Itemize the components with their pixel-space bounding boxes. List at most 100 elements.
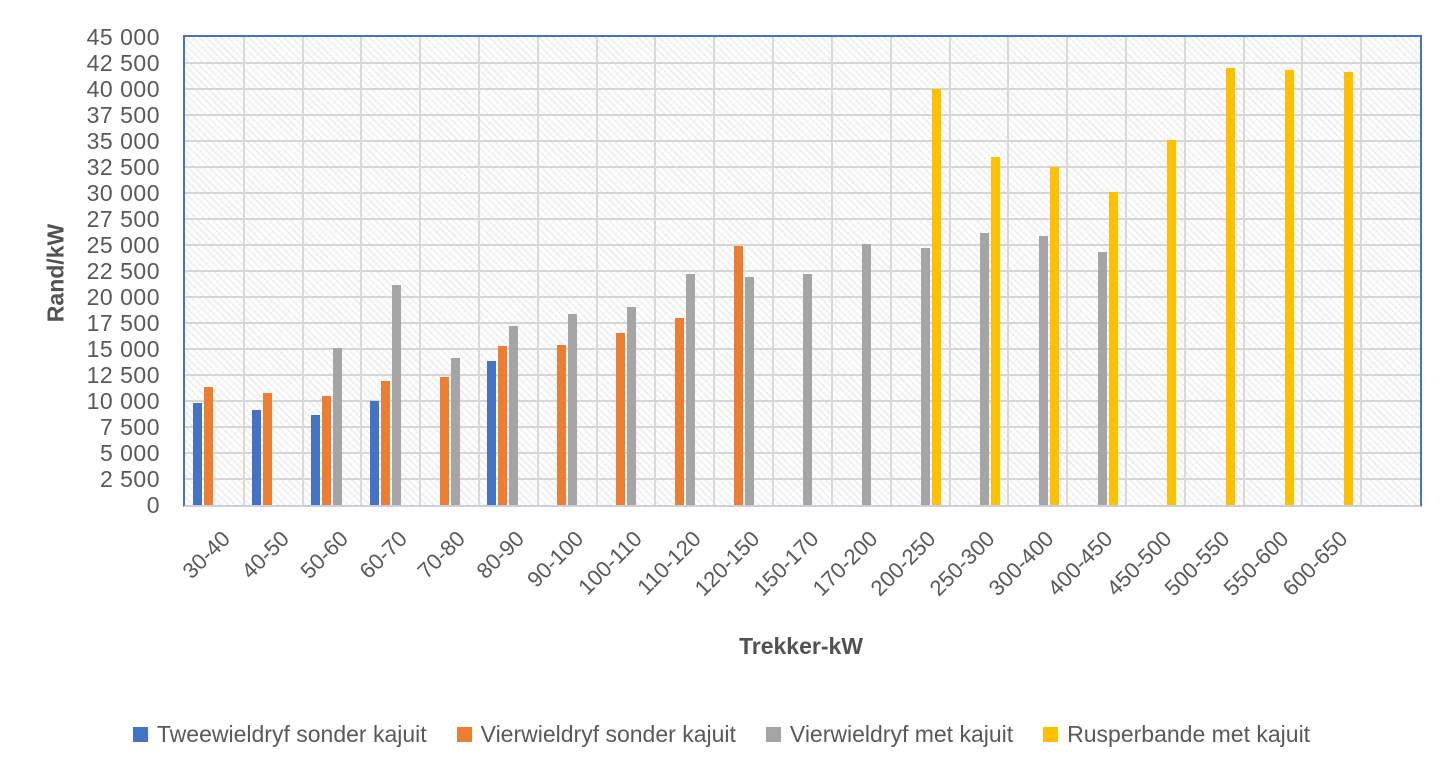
gridline-horizontal [185, 62, 1420, 64]
gridlines [185, 37, 1420, 505]
bar [1226, 68, 1236, 505]
x-tick-label: 100-110 [573, 526, 647, 600]
gridline-vertical [242, 37, 245, 505]
category-group [1067, 37, 1126, 505]
y-tick-label: 5 000 [99, 440, 160, 466]
plot-area [183, 35, 1422, 507]
y-tick-label: 32 500 [86, 154, 160, 180]
legend-swatch-icon [1043, 726, 1059, 742]
y-tick-label: 17 500 [86, 310, 160, 336]
category-group [1302, 37, 1361, 505]
bar [557, 344, 567, 505]
gridline-horizontal [185, 244, 1420, 246]
gridline-horizontal [185, 218, 1420, 220]
y-tick-label: 35 000 [86, 128, 160, 154]
gridline-horizontal [185, 140, 1420, 142]
y-tick-label: 20 000 [86, 284, 160, 310]
legend-label: Vierwieldryf met kajuit [789, 720, 1014, 747]
y-tick-label: 7 500 [99, 414, 160, 440]
category-group [244, 37, 303, 505]
category-group [538, 37, 597, 505]
x-tick-label: 200-250 [866, 526, 941, 601]
bar [862, 243, 872, 505]
bar [509, 326, 519, 505]
gridline-vertical [1360, 37, 1363, 505]
y-tick-label: 30 000 [86, 180, 160, 206]
legend-swatch-icon [132, 726, 148, 742]
bar [498, 345, 508, 505]
bar [333, 347, 342, 505]
y-tick-label: 37 500 [86, 102, 160, 128]
gridline-horizontal [185, 296, 1420, 298]
gridline-vertical [419, 37, 422, 505]
bar [439, 377, 449, 505]
category-group [832, 37, 891, 505]
gridline-vertical [830, 37, 833, 505]
x-tick-label: 500-550 [1160, 526, 1235, 601]
gridline-horizontal [185, 452, 1420, 454]
category-group [714, 37, 773, 505]
category-group [950, 37, 1009, 505]
bar [1343, 72, 1353, 505]
gridline-vertical [595, 37, 598, 505]
gridline-vertical [1066, 37, 1069, 505]
category-group [361, 37, 420, 505]
bar [193, 403, 203, 505]
gridline-vertical [1124, 37, 1127, 505]
category-group [479, 37, 538, 505]
bar [1038, 235, 1048, 505]
bar [990, 156, 1000, 505]
bar [674, 317, 684, 505]
legend-label: Vierwieldryf sonder kajuit [480, 720, 736, 747]
bar [1049, 167, 1059, 505]
bars-layer [185, 37, 1420, 505]
x-tick-label: 150-170 [748, 526, 824, 601]
gridline-horizontal [185, 270, 1420, 272]
gridline-horizontal [185, 192, 1420, 194]
gridline-horizontal [185, 166, 1420, 168]
y-tick-label: 22 500 [86, 258, 160, 284]
gridline-vertical [1183, 37, 1186, 505]
x-tick-label: 170-200 [807, 526, 882, 601]
bar [744, 277, 754, 505]
legend-item: Tweewieldryf sonder kajuit [132, 720, 427, 748]
legend-item: Vierwieldryf met kajuit [765, 720, 1014, 748]
y-tick-label: 45 000 [86, 24, 160, 50]
gridline-vertical [772, 37, 775, 505]
y-tick-label: 42 500 [86, 50, 160, 76]
gridline-vertical [889, 37, 892, 505]
x-tick-label: 40-50 [236, 526, 294, 584]
x-tick-label: 80-90 [471, 526, 530, 584]
legend: Tweewieldryf sonder kajuit Vierwieldryf s… [0, 718, 1443, 750]
gridline-horizontal [185, 374, 1420, 376]
gridline-vertical [360, 37, 363, 505]
bar [932, 89, 942, 505]
bar [1097, 252, 1107, 505]
legend-item: Vierwieldryf sonder kajuit [456, 720, 736, 748]
bar [627, 307, 637, 505]
bar [204, 387, 214, 505]
x-tick-label: 550-600 [1218, 526, 1294, 601]
category-group [420, 37, 479, 505]
bar [391, 284, 401, 505]
bar [1108, 191, 1118, 505]
bar [733, 246, 743, 505]
gridline-vertical [301, 37, 304, 505]
bar [1167, 139, 1177, 505]
category-group [655, 37, 714, 505]
x-tick-label: 30-40 [177, 526, 236, 584]
x-tick-label: 300-400 [983, 526, 1059, 601]
bar [616, 333, 626, 505]
x-tick-label: 400-450 [1042, 526, 1118, 601]
bar [263, 392, 273, 505]
gridline-horizontal [185, 400, 1420, 402]
x-tick-label: 50-60 [295, 526, 353, 584]
legend-swatch-icon [456, 726, 472, 742]
legend-label: Tweewieldryf sonder kajuit [156, 720, 427, 747]
x-tick-label: 250-300 [924, 526, 1000, 601]
bar [803, 274, 813, 505]
bar [685, 274, 695, 505]
y-tick-label: 27 500 [86, 206, 160, 232]
bar [979, 232, 989, 505]
